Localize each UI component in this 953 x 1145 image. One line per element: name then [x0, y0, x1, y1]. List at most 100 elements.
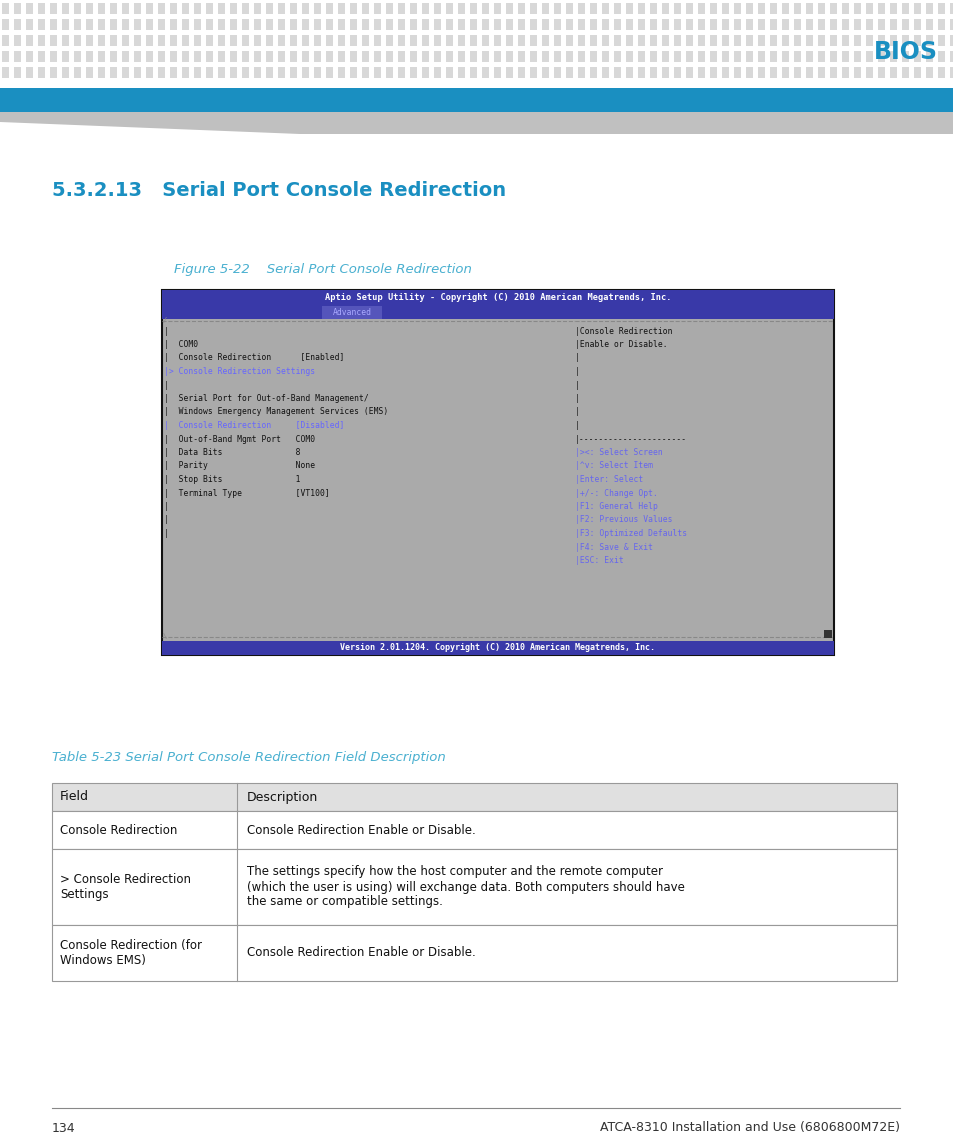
- Text: |  Terminal Type           [VT100]: | Terminal Type [VT100]: [164, 489, 330, 497]
- Bar: [698, 3, 704, 14]
- Bar: [218, 3, 225, 14]
- Bar: [853, 52, 861, 62]
- Bar: [517, 52, 524, 62]
- Bar: [421, 68, 429, 78]
- Bar: [913, 52, 920, 62]
- Bar: [446, 3, 453, 14]
- Bar: [158, 68, 165, 78]
- Bar: [302, 35, 309, 46]
- Bar: [565, 35, 573, 46]
- Bar: [673, 52, 680, 62]
- Text: |  Windows Emergency Management Services (EMS): | Windows Emergency Management Services …: [164, 408, 388, 417]
- Bar: [614, 19, 620, 30]
- Bar: [937, 3, 944, 14]
- Text: Version 2.01.1204. Copyright (C) 2010 American Megatrends, Inc.: Version 2.01.1204. Copyright (C) 2010 Am…: [340, 643, 655, 653]
- Bar: [2, 3, 9, 14]
- Bar: [530, 3, 537, 14]
- Bar: [865, 68, 872, 78]
- Bar: [218, 68, 225, 78]
- Bar: [758, 3, 764, 14]
- Bar: [685, 19, 692, 30]
- Bar: [709, 52, 717, 62]
- Bar: [146, 68, 152, 78]
- Bar: [698, 19, 704, 30]
- Bar: [829, 35, 836, 46]
- Bar: [98, 68, 105, 78]
- Bar: [218, 52, 225, 62]
- Bar: [182, 3, 189, 14]
- Bar: [589, 68, 597, 78]
- Bar: [554, 19, 560, 30]
- Bar: [253, 3, 261, 14]
- Bar: [52, 848, 896, 925]
- Bar: [841, 52, 848, 62]
- Bar: [470, 35, 476, 46]
- Text: |: |: [575, 354, 579, 363]
- Bar: [733, 3, 740, 14]
- Bar: [52, 925, 896, 981]
- Bar: [829, 3, 836, 14]
- Bar: [290, 3, 296, 14]
- Bar: [781, 52, 788, 62]
- Bar: [685, 68, 692, 78]
- Bar: [170, 3, 177, 14]
- Bar: [817, 19, 824, 30]
- Bar: [733, 68, 740, 78]
- Bar: [877, 68, 884, 78]
- Bar: [793, 68, 801, 78]
- Bar: [925, 3, 932, 14]
- Bar: [170, 52, 177, 62]
- Text: |: |: [575, 368, 579, 376]
- Text: |F1: General Help: |F1: General Help: [575, 502, 658, 511]
- Bar: [601, 35, 608, 46]
- Bar: [314, 3, 320, 14]
- Text: Aptio Setup Utility - Copyright (C) 2010 American Megatrends, Inc.: Aptio Setup Utility - Copyright (C) 2010…: [324, 293, 671, 302]
- Bar: [721, 35, 728, 46]
- Bar: [52, 783, 896, 811]
- Bar: [266, 19, 273, 30]
- Bar: [350, 3, 356, 14]
- Bar: [206, 19, 213, 30]
- Bar: [877, 3, 884, 14]
- Text: |  COM0: | COM0: [164, 340, 198, 349]
- Text: \: \: [163, 633, 167, 639]
- Bar: [122, 19, 129, 30]
- Bar: [326, 3, 333, 14]
- Bar: [421, 19, 429, 30]
- Bar: [230, 3, 236, 14]
- Bar: [817, 35, 824, 46]
- Bar: [745, 19, 752, 30]
- Bar: [673, 19, 680, 30]
- Bar: [434, 19, 440, 30]
- Bar: [253, 52, 261, 62]
- Bar: [793, 52, 801, 62]
- Bar: [530, 35, 537, 46]
- Bar: [625, 68, 633, 78]
- Bar: [661, 52, 668, 62]
- Bar: [949, 35, 953, 46]
- Bar: [470, 68, 476, 78]
- Bar: [805, 35, 812, 46]
- Bar: [397, 35, 405, 46]
- Bar: [494, 68, 500, 78]
- Bar: [638, 19, 644, 30]
- Bar: [62, 68, 69, 78]
- Bar: [709, 68, 717, 78]
- Bar: [193, 35, 201, 46]
- Bar: [410, 35, 416, 46]
- Bar: [277, 35, 285, 46]
- Bar: [698, 35, 704, 46]
- Bar: [86, 19, 92, 30]
- Bar: [721, 3, 728, 14]
- Bar: [901, 35, 908, 46]
- Bar: [589, 35, 597, 46]
- Text: /: /: [163, 317, 167, 323]
- Bar: [133, 52, 141, 62]
- Bar: [446, 19, 453, 30]
- Bar: [14, 3, 21, 14]
- Bar: [374, 19, 380, 30]
- Bar: [673, 3, 680, 14]
- Bar: [758, 52, 764, 62]
- Bar: [949, 52, 953, 62]
- Bar: [218, 35, 225, 46]
